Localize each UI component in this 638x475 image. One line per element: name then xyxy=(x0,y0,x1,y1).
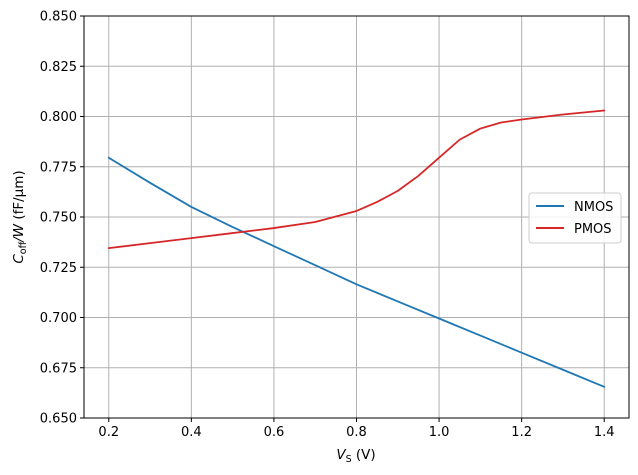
x-axis-label: VS (V) xyxy=(336,447,375,465)
axis-ticks: 0.2 0.4 0.6 0.8 1.0 1.2 1.4 0.650 0.675 0.700 0.72… xyxy=(40,10,615,441)
x-tick-label: 0.4 xyxy=(181,425,202,440)
y-tick-label: 0.675 xyxy=(40,361,77,376)
y-tick-label: 0.800 xyxy=(40,110,77,125)
y-axis-label: Coff/W (fF/μm) xyxy=(11,170,29,263)
legend-label-nmos: NMOS xyxy=(574,200,613,215)
x-tick-label: 0.8 xyxy=(346,425,367,440)
legend-label-pmos: PMOS xyxy=(574,222,612,237)
y-tick-label: 0.775 xyxy=(40,160,77,175)
series-line-nmos xyxy=(107,156,606,388)
x-tick-label: 1.2 xyxy=(511,425,532,440)
y-tick-label: 0.750 xyxy=(40,211,77,226)
series-lines xyxy=(107,109,606,388)
y-tick-label: 0.825 xyxy=(40,60,77,75)
x-tick-label: 0.2 xyxy=(98,425,119,440)
legend: NMOS PMOS xyxy=(528,192,622,244)
x-tick-label: 1.0 xyxy=(429,425,450,440)
series-line-pmos xyxy=(107,109,606,250)
y-tick-label: 0.850 xyxy=(40,10,77,25)
y-tick-label: 0.725 xyxy=(40,261,77,276)
y-tick-label: 0.700 xyxy=(40,311,77,326)
x-tick-label: 0.6 xyxy=(264,425,285,440)
y-tick-label: 0.650 xyxy=(40,412,77,427)
x-tick-label: 1.4 xyxy=(594,425,615,440)
